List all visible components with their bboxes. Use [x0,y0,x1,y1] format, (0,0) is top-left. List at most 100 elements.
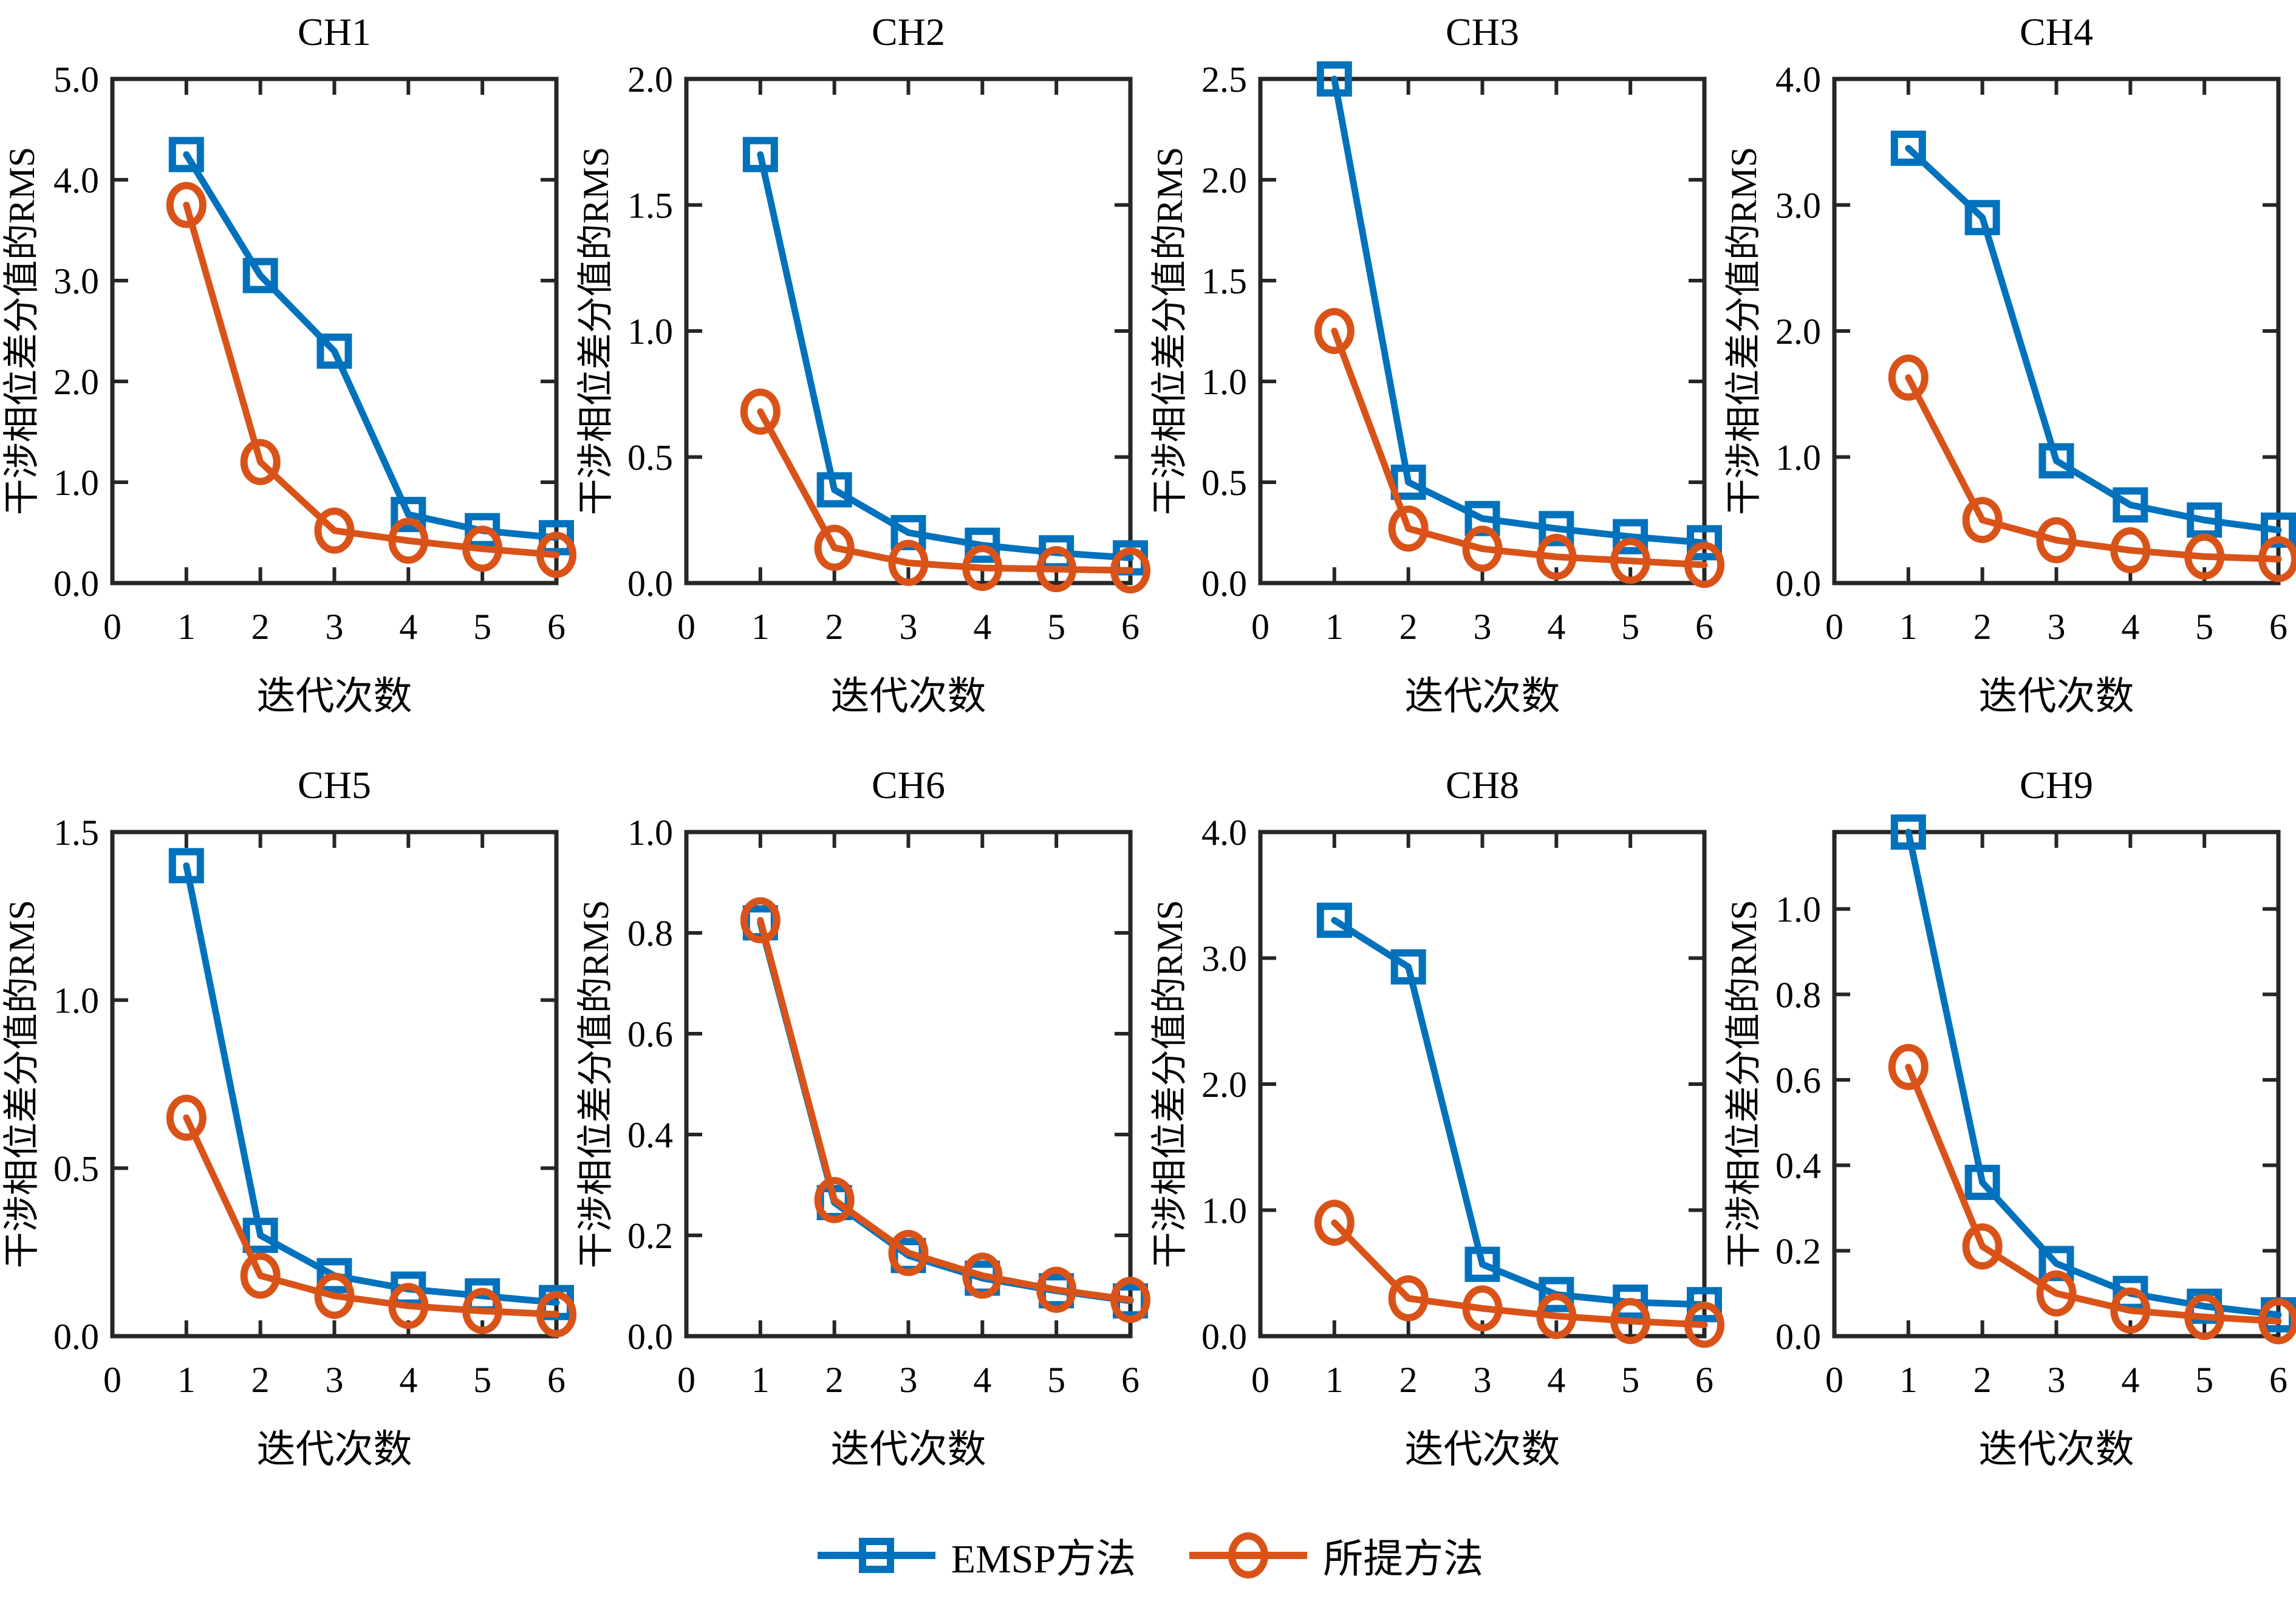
svg-text:0: 0 [1251,607,1269,647]
subplot-ch4: 0 1 2 3 4 5 6 0.0 1.0 2.0 3.0 4.0 CH4 迭代次数 干涉相位差分值的RMS [1722,0,2296,753]
svg-text:0.0: 0.0 [627,1317,673,1357]
svg-text:0.0: 0.0 [1775,1317,1821,1357]
svg-text:迭代次数: 迭代次数 [831,675,986,718]
svg-text:2: 2 [1973,607,1992,647]
svg-text:CH8: CH8 [1446,763,1519,807]
svg-text:4: 4 [399,607,417,647]
svg-text:0.2: 0.2 [627,1216,673,1256]
svg-text:4: 4 [2121,1360,2139,1400]
chart-ch5: 0 1 2 3 4 5 6 0.0 0.5 1.0 1.5 CH5 迭代次数 干涉相位差分值的RMS [2,763,576,1471]
svg-text:3.0: 3.0 [53,261,99,301]
svg-text:2: 2 [251,607,270,647]
chart-ch1: 0 1 2 3 4 5 6 0.0 1.0 2.0 3.0 4.0 5.0 CH1 迭代次数 干涉相位差分值的… [2,10,576,718]
svg-text:3: 3 [2048,1360,2066,1400]
chart-ch8: 0 1 2 3 4 5 6 0.0 1.0 2.0 3.0 4.0 CH8 迭代次数 干涉相位差分值的RMS [1150,763,1724,1471]
svg-text:0.5: 0.5 [627,438,673,478]
svg-text:0.8: 0.8 [1775,975,1821,1015]
svg-text:0.6: 0.6 [627,1014,673,1054]
svg-text:2.0: 2.0 [53,362,99,402]
svg-text:0.0: 0.0 [53,1317,99,1357]
subplot-ch6: 0 1 2 3 4 5 6 0.0 0.2 0.4 0.6 0.8 1.0 CH6 迭代次数 干涉相位差分值的… [574,753,1150,1506]
svg-text:1.0: 1.0 [53,981,99,1021]
svg-text:6: 6 [547,607,565,647]
svg-text:0.8: 0.8 [627,913,673,954]
svg-text:0: 0 [1251,1360,1269,1400]
svg-text:1: 1 [177,1360,196,1400]
svg-text:2: 2 [1399,607,1418,647]
svg-text:4: 4 [1547,1360,1565,1400]
svg-text:0.5: 0.5 [1201,463,1247,503]
svg-text:迭代次数: 迭代次数 [831,1428,986,1471]
svg-text:5: 5 [1621,1360,1639,1400]
svg-text:6: 6 [1121,607,1139,647]
svg-text:1.0: 1.0 [53,463,99,503]
svg-text:2: 2 [825,1360,844,1400]
svg-text:0: 0 [1825,1360,1843,1400]
svg-text:1.0: 1.0 [1775,438,1821,478]
svg-text:3.0: 3.0 [1775,186,1821,226]
svg-text:0.0: 0.0 [627,564,673,604]
svg-text:0.4: 0.4 [1775,1146,1821,1186]
svg-text:3: 3 [900,1360,918,1400]
svg-text:2: 2 [251,1360,270,1400]
legend-label-proposed: 所提方法 [1323,1537,1484,1582]
svg-text:迭代次数: 迭代次数 [257,1428,412,1471]
svg-text:CH5: CH5 [298,763,371,807]
svg-text:4: 4 [399,1360,417,1400]
svg-text:5: 5 [1621,607,1639,647]
svg-text:CH6: CH6 [872,763,945,807]
svg-text:0: 0 [103,1360,121,1400]
svg-text:5: 5 [2195,1360,2213,1400]
svg-text:3: 3 [1474,607,1492,647]
svg-text:1.0: 1.0 [1201,362,1247,402]
svg-text:5: 5 [473,1360,491,1400]
svg-text:3: 3 [326,1360,344,1400]
svg-text:1.5: 1.5 [53,813,99,853]
svg-text:2.5: 2.5 [1201,60,1247,100]
legend-item-proposed: 所提方法 [1184,1526,1483,1585]
subplot-ch2: 0 1 2 3 4 5 6 0.0 0.5 1.0 1.5 2.0 CH2 迭代次数 干涉相位差分值的RMS [574,0,1150,753]
svg-text:干涉相位差分值的RMS: 干涉相位差分值的RMS [1724,900,1764,1269]
svg-text:2.0: 2.0 [1775,312,1821,352]
chart-ch9: 0 1 2 3 4 5 6 0.0 0.2 0.4 0.6 0.8 1.0 CH9 迭代次数 干涉相位差分值的… [1724,763,2296,1471]
svg-text:4: 4 [1547,607,1565,647]
svg-text:CH1: CH1 [298,10,371,53]
svg-text:2.0: 2.0 [1201,160,1247,200]
subplot-ch1: 0 1 2 3 4 5 6 0.0 1.0 2.0 3.0 4.0 5.0 CH1 迭代次数 干涉相位差分值的… [0,0,576,753]
svg-text:2: 2 [825,607,844,647]
svg-text:6: 6 [1695,607,1713,647]
subplot-ch5: 0 1 2 3 4 5 6 0.0 0.5 1.0 1.5 CH5 迭代次数 干涉相位差分值的RMS [0,753,576,1506]
svg-text:0: 0 [103,607,121,647]
svg-text:4: 4 [973,1360,991,1400]
svg-text:干涉相位差分值的RMS: 干涉相位差分值的RMS [1150,147,1190,516]
svg-text:CH4: CH4 [2020,10,2093,53]
svg-text:2.0: 2.0 [627,60,673,100]
svg-text:2: 2 [1399,1360,1418,1400]
svg-text:迭代次数: 迭代次数 [1405,1428,1560,1471]
svg-text:迭代次数: 迭代次数 [1979,675,2134,718]
svg-text:1: 1 [1325,607,1344,647]
svg-text:6: 6 [2269,1360,2287,1400]
svg-text:1.0: 1.0 [627,312,673,352]
svg-text:2.0: 2.0 [1201,1065,1247,1105]
svg-text:0.5: 0.5 [53,1148,99,1189]
svg-text:6: 6 [1121,1360,1139,1400]
legend-square-marker-icon [817,1537,935,1573]
svg-text:1: 1 [1899,607,1918,647]
svg-text:6: 6 [547,1360,565,1400]
svg-text:1: 1 [1899,1360,1918,1400]
svg-text:0.0: 0.0 [1201,1317,1247,1357]
svg-text:1.0: 1.0 [1201,1191,1247,1231]
svg-text:0: 0 [677,607,695,647]
legend: EMSP方法 所提方法 [0,1506,2296,1604]
chart-ch2: 0 1 2 3 4 5 6 0.0 0.5 1.0 1.5 2.0 CH2 迭代次数 干涉相位差分值的RMS [576,10,1150,718]
chart-ch6: 0 1 2 3 4 5 6 0.0 0.2 0.4 0.6 0.8 1.0 CH6 迭代次数 干涉相位差分值的… [576,763,1150,1471]
svg-text:1: 1 [1325,1360,1344,1400]
svg-text:1: 1 [177,607,196,647]
legend-item-emsp: EMSP方法 [813,1526,1136,1585]
svg-text:干涉相位差分值的RMS: 干涉相位差分值的RMS [2,900,42,1269]
subplot-ch8: 0 1 2 3 4 5 6 0.0 1.0 2.0 3.0 4.0 CH8 迭代次数 干涉相位差分值的RMS [1148,753,1724,1506]
svg-text:迭代次数: 迭代次数 [1979,1428,2134,1471]
svg-text:迭代次数: 迭代次数 [257,675,412,718]
chart-ch4: 0 1 2 3 4 5 6 0.0 1.0 2.0 3.0 4.0 CH4 迭代次数 干涉相位差分值的RMS [1724,10,2296,718]
